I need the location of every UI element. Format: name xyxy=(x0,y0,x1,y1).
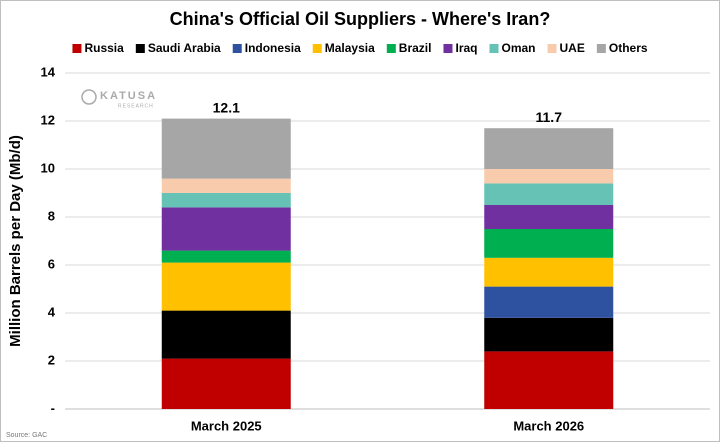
bar-segment xyxy=(161,118,291,179)
y-tick-label: 10 xyxy=(41,160,55,175)
legend-label: Malaysia xyxy=(325,41,375,55)
bar-segment xyxy=(161,193,291,208)
legend: Russia Saudi Arabia Indonesia Malaysia Brazi… xyxy=(72,41,648,55)
logo-icon xyxy=(81,89,97,105)
bar-segment xyxy=(484,169,614,184)
y-tick-label: 8 xyxy=(48,208,55,223)
bar-segment xyxy=(161,178,291,193)
y-tick-label: 14 xyxy=(41,64,56,79)
bar-segment xyxy=(161,358,291,409)
legend-label: Saudi Arabia xyxy=(148,41,221,55)
legend-swatch xyxy=(596,44,606,53)
legend-swatch xyxy=(489,44,499,53)
legend-label: Iraq xyxy=(455,41,477,55)
bar-segment xyxy=(484,257,614,287)
total-label: 12.1 xyxy=(213,99,240,115)
source-note: Source: GAC xyxy=(6,432,47,439)
chart-title: China's Official Oil Suppliers - Where's… xyxy=(170,9,551,29)
y-tick-label: - xyxy=(51,400,55,415)
y-tick-label: 4 xyxy=(48,304,56,319)
bar-segment xyxy=(484,183,614,205)
legend-swatch xyxy=(72,44,82,53)
legend-swatch xyxy=(232,44,242,53)
bar-segment xyxy=(484,128,614,169)
bar-segment xyxy=(161,262,291,311)
legend-label: Russia xyxy=(84,41,124,55)
y-tick-label: 2 xyxy=(48,352,55,367)
legend-swatch xyxy=(443,44,453,53)
legend-swatch xyxy=(547,44,557,53)
legend-label: Indonesia xyxy=(245,41,301,55)
legend-label: Brazil xyxy=(399,41,432,55)
bar-segment xyxy=(484,317,614,352)
bar-segment xyxy=(484,229,614,258)
total-label: 11.7 xyxy=(536,109,563,125)
bar-segment xyxy=(161,250,291,263)
bar-segment xyxy=(484,205,614,229)
y-tick-label: 6 xyxy=(48,256,55,271)
legend-label: Others xyxy=(609,41,648,55)
y-tick-label: 12 xyxy=(41,112,55,127)
bar-segment xyxy=(484,286,614,318)
legend-label: UAE xyxy=(560,41,585,55)
bar-segment xyxy=(161,207,291,251)
x-tick-label: March 2026 xyxy=(513,418,584,433)
legend-swatch xyxy=(135,44,145,53)
watermark-sub: RESEARCH xyxy=(118,103,154,109)
bar-segment xyxy=(161,310,291,359)
bar-segment xyxy=(484,351,614,409)
legend-swatch xyxy=(386,44,396,53)
legend-swatch xyxy=(312,44,322,53)
x-tick-label: March 2025 xyxy=(191,418,262,433)
legend-label: Oman xyxy=(502,41,536,55)
watermark: KATUSA xyxy=(100,90,157,102)
y-axis-label: Million Barrels per Day (Mb/d) xyxy=(7,135,24,347)
